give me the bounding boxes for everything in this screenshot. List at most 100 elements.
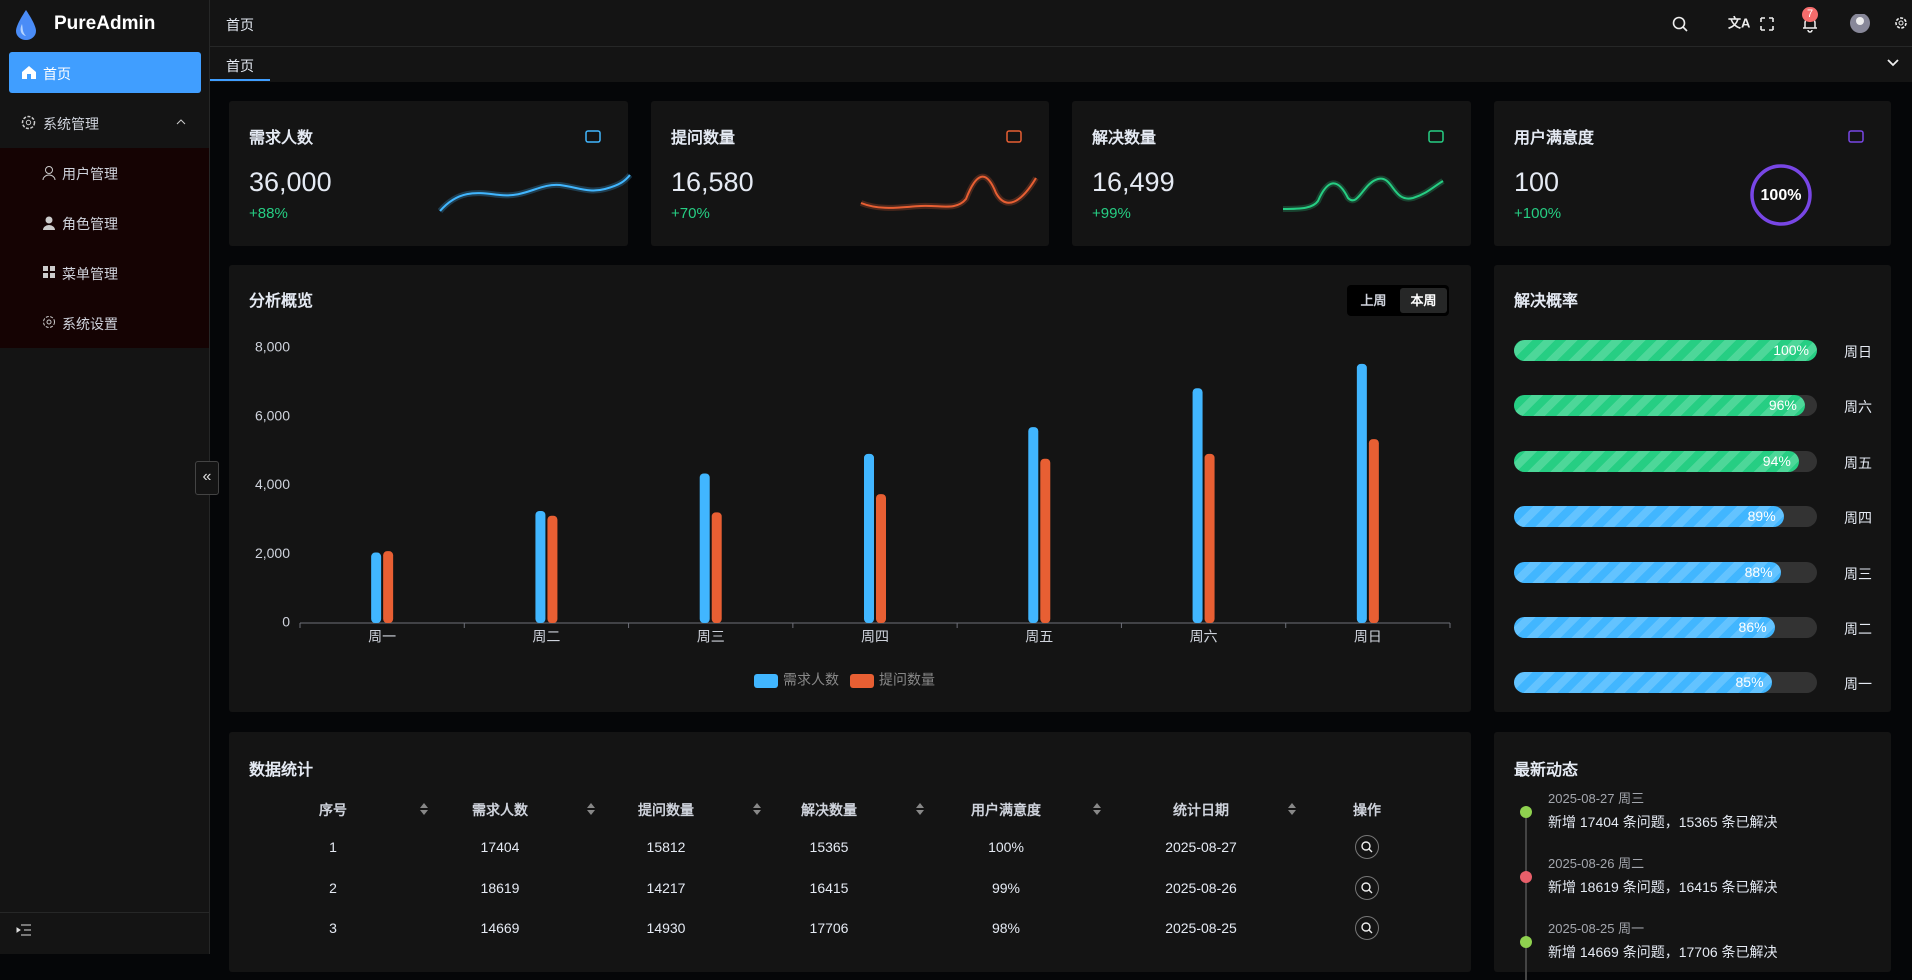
bar [1028, 427, 1039, 623]
progress-track: 100% [1514, 340, 1817, 361]
ring-label: 100% [1761, 187, 1802, 204]
view-button-glass [1361, 922, 1371, 932]
stat-card: 用户满意度 100 +100% 100% [1494, 101, 1891, 246]
toggle-button[interactable]: 本周 [1400, 288, 1447, 313]
icon-shape [1848, 130, 1864, 143]
stat-card: 解决数量 16,499 +99% [1072, 101, 1471, 246]
sort-arrows [587, 803, 595, 815]
tab-indicator [210, 79, 270, 81]
collapse-menu-icon[interactable] [16, 923, 32, 937]
table-header: 序号 [319, 802, 347, 818]
view-button-ring [1355, 835, 1379, 859]
menu-item[interactable]: 菜单管理 [62, 266, 118, 282]
view-button[interactable] [1354, 915, 1380, 941]
legend-swatch [754, 674, 778, 688]
legend-label: 提问数量 [879, 672, 935, 688]
table-cell: 17404 [480, 839, 520, 855]
view-button-handle [1368, 889, 1373, 893]
toggle-button[interactable]: 上周 [1360, 293, 1387, 308]
table-cell: 14669 [480, 920, 520, 936]
sparkline [438, 173, 633, 214]
sparkline-glow [1282, 175, 1445, 212]
table-header: 解决数量 [801, 802, 857, 818]
sparkline-path [1282, 177, 1444, 210]
timeline-card: 最新动态 2025-08-27 周三 新增 17404 条问题，15365 条已解决… [1494, 732, 1891, 980]
sort-icon[interactable] [752, 802, 762, 816]
view-button[interactable] [1354, 875, 1380, 901]
y-tick-label: 2,000 [255, 545, 290, 561]
card-change: +88% [249, 205, 288, 222]
table-cell: 98% [991, 920, 1021, 936]
x-tick-label: 周日 [1354, 629, 1382, 645]
sort-icon[interactable] [1287, 802, 1297, 816]
view-button-handle [1368, 848, 1373, 853]
bar [1356, 363, 1367, 623]
bar [864, 453, 874, 623]
card-title: 解决数量 [1092, 130, 1157, 147]
progress-day: 周六 [1844, 399, 1872, 416]
logo-text: PureAdmin [54, 13, 156, 34]
timeline-dot [1520, 871, 1532, 883]
card-icon [1428, 130, 1444, 143]
progress-day: 周五 [1844, 454, 1872, 471]
card-title: 用户满意度 [1514, 130, 1595, 147]
chart-card: 分析概览 上周 本周 0 2,000 4,000 6,000 8,000 周一 周二 周三 周四 周五 周… [229, 265, 1471, 712]
table-cell: 2025-08-25 [1165, 920, 1237, 936]
stat-card: 需求人数 36,000 +88% [229, 101, 633, 246]
sort-icon[interactable] [915, 802, 925, 816]
menu-item[interactable]: 系统设置 [62, 316, 118, 332]
x-tick-label: 周六 [1190, 629, 1218, 645]
icon-shape [1006, 130, 1022, 143]
notification-badge: 7 [1802, 7, 1818, 22]
y-tick-label: 4,000 [255, 476, 290, 492]
bar [699, 473, 710, 623]
table-cell: 2 [329, 879, 337, 896]
view-button-ring [1355, 875, 1379, 900]
y-tick-label: 0 [282, 614, 290, 630]
bar [547, 515, 558, 623]
sort-icon[interactable] [419, 802, 429, 816]
submenu-icons [42, 166, 56, 328]
view-button[interactable] [1354, 834, 1380, 860]
collapse-button[interactable]: « [195, 461, 219, 495]
sort-icon[interactable] [586, 802, 596, 816]
card-value: 100 [1514, 167, 1560, 197]
bar [371, 552, 382, 623]
sparkline [1282, 175, 1445, 212]
icon-shape [585, 130, 601, 143]
x-tick-label: 周三 [697, 629, 725, 645]
breadcrumb[interactable]: 首页 [226, 17, 254, 33]
sort-icon[interactable] [1092, 802, 1102, 816]
header-icons[interactable]: 文A [1670, 14, 1910, 34]
y-tick-label: 6,000 [255, 407, 290, 423]
menu-item[interactable]: 角色管理 [62, 216, 118, 232]
divider [0, 912, 209, 913]
x-tick-label: 周二 [532, 629, 560, 645]
card-change: +100% [1514, 205, 1562, 222]
progress-label: 85% [1735, 674, 1764, 691]
tab-dropdown[interactable] [1886, 58, 1900, 68]
sidebar: PureAdmin 首页 系统管理 用户管理 角色管理 菜单管理 系统设置 [0, 0, 210, 954]
menu-active[interactable] [9, 52, 201, 93]
tab[interactable]: 首页 [226, 58, 254, 74]
progress-track: 85% [1514, 672, 1817, 694]
table-title: 数据统计 [249, 762, 314, 779]
progress-track: 89% [1514, 506, 1817, 528]
table-header: 提问数量 [638, 802, 694, 818]
x-tick-label: 周一 [368, 629, 396, 645]
legend-label: 需求人数 [783, 672, 839, 688]
bar [1204, 453, 1215, 623]
svg-text:文A: 文A [1728, 15, 1751, 30]
progress-label: 88% [1744, 563, 1773, 580]
table-cell: 3 [329, 920, 337, 936]
progress-bar: 88% [1514, 561, 1781, 583]
table-header: 统计日期 [1173, 802, 1229, 818]
table-cell: 2025-08-26 [1165, 879, 1237, 896]
menu-item[interactable]: 系统管理 [43, 116, 99, 132]
menu-item[interactable]: 用户管理 [62, 166, 118, 182]
table-cell: 15365 [809, 839, 849, 855]
bar [1368, 439, 1379, 623]
ring: 100% [1750, 164, 1812, 226]
menu-item[interactable]: 首页 [43, 66, 71, 82]
